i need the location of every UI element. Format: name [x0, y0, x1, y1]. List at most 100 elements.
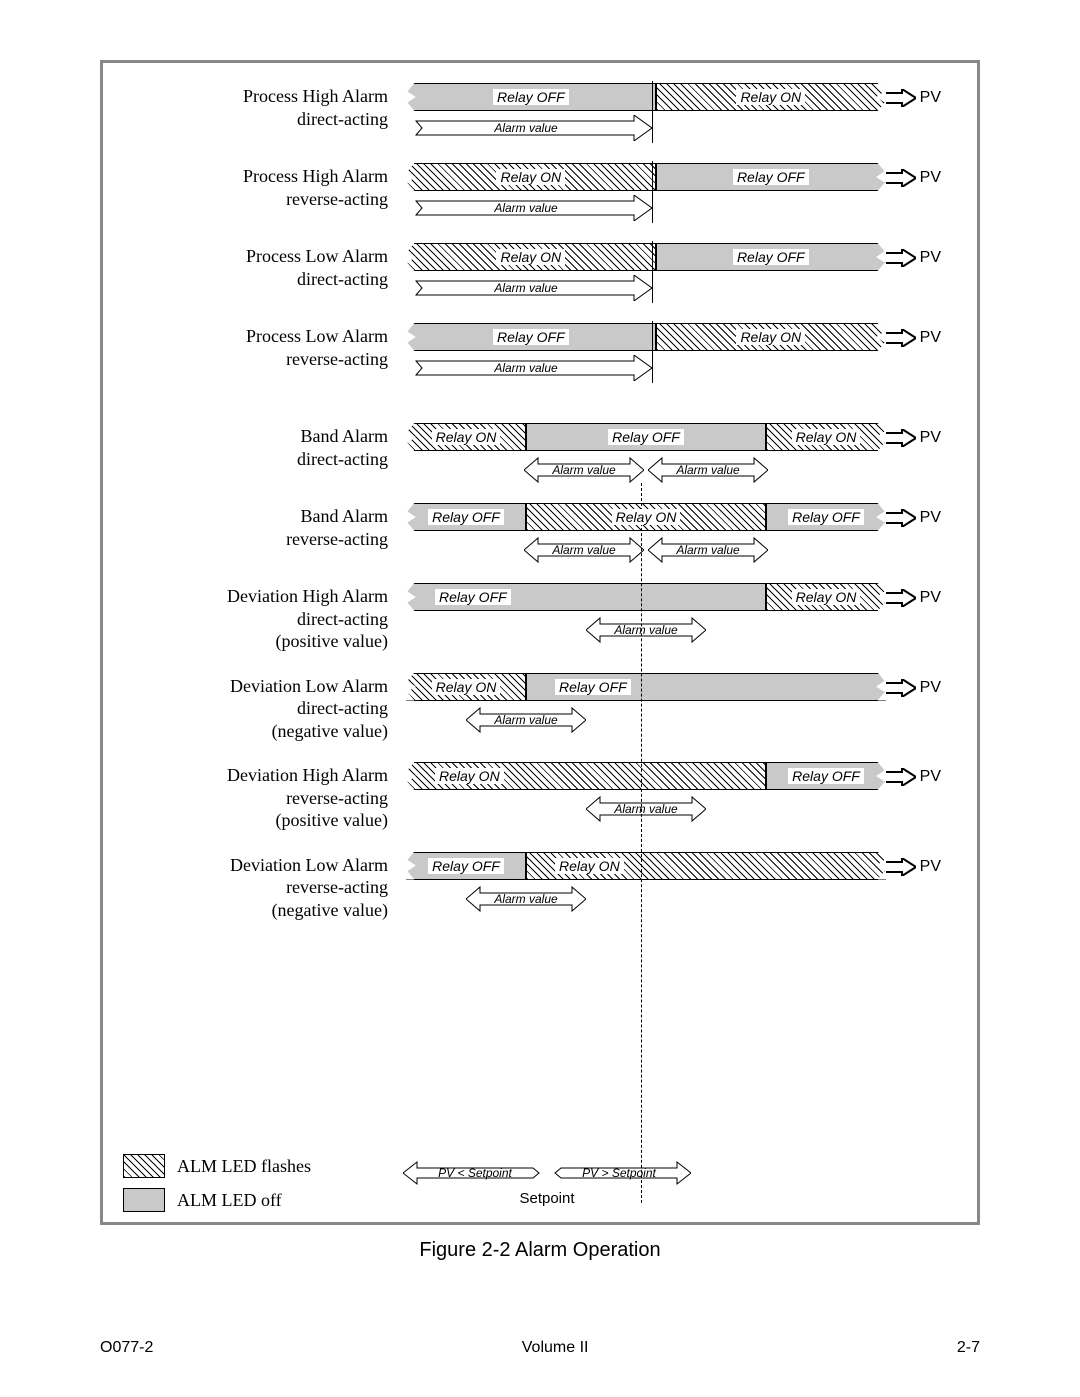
svg-text:Alarm value: Alarm value — [551, 463, 616, 477]
row-label: Process Low Alarmdirect-acting — [128, 243, 406, 290]
segment-label: Relay ON — [435, 768, 504, 784]
segment-label: Relay ON — [432, 679, 501, 695]
alarm-value-row: Alarm value — [406, 195, 886, 223]
pv-gt-arrow-icon: PV > Setpoint — [551, 1160, 691, 1186]
relay-off-segment: Relay OFF — [406, 583, 766, 611]
row-diagram: Relay OFFRelay ONPV Alarm value — [406, 583, 886, 643]
segment-label: Relay OFF — [608, 429, 684, 445]
legend-off: ALM LED off — [123, 1188, 311, 1212]
pv-arrow: PV — [884, 589, 941, 607]
row-label: Deviation High Alarmreverse-acting(posit… — [128, 762, 406, 832]
relay-off-segment: Relay OFF — [526, 423, 766, 451]
pv-lt-arrow-icon: PV < Setpoint — [403, 1160, 543, 1186]
segment-label: Relay OFF — [788, 768, 864, 784]
relay-bar: Relay ON Relay OFF — [406, 243, 886, 271]
figure-caption: Figure 2-2 Alarm Operation — [100, 1239, 980, 1262]
row-diagram: Relay OFFRelay ONPV Alarm value — [406, 852, 886, 912]
row-diagram: Relay ONRelay OFFPV Alarm value — [406, 163, 886, 223]
relay-bar: Relay OFF Relay ON Relay OFF — [406, 503, 886, 531]
row-label: Band Alarmreverse-acting — [128, 503, 406, 550]
relay-off-segment: Relay OFF — [656, 243, 886, 271]
alarm-arrow-icon: Alarm value — [412, 275, 652, 301]
alarm-row-dla_da: Deviation Low Alarmdirect-acting(negativ… — [128, 673, 952, 743]
setpoint-vline — [641, 483, 642, 1203]
svg-text:Alarm value: Alarm value — [493, 201, 558, 215]
segment-label: Relay ON — [496, 249, 565, 265]
relay-off-segment: Relay OFF — [656, 163, 886, 191]
alarm-value-row: Alarm value — [406, 615, 886, 643]
relay-bar: Relay ON Relay OFF Relay ON — [406, 423, 886, 451]
segment-label: Relay ON — [432, 429, 501, 445]
relay-on-segment: Relay ON — [766, 423, 886, 451]
relay-bar: Relay OFF Relay ON — [406, 83, 886, 111]
svg-text:Alarm value: Alarm value — [493, 121, 558, 135]
alarm-arrow-icon: Alarm value — [412, 115, 652, 141]
relay-on-segment: Relay ON — [406, 673, 526, 701]
segment-label: Relay ON — [496, 169, 565, 185]
relay-on-segment: Relay ON — [766, 583, 886, 611]
segment-label: Relay ON — [555, 858, 624, 874]
relay-on-segment: Relay ON — [526, 852, 886, 880]
alarm-double-arrow-icon: Alarm value — [466, 705, 586, 735]
alarm-row-pha_da: Process High Alarmdirect-actingRelay OFF… — [128, 83, 952, 143]
alarm-double-arrow-icon: Alarm value — [586, 794, 706, 824]
pv-arrow: PV — [884, 329, 941, 347]
setpoint-arrows: PV < Setpoint PV > Setpoint — [403, 1160, 691, 1186]
svg-text:Alarm value: Alarm value — [493, 713, 558, 727]
legend: ALM LED flashes ALM LED off — [123, 1154, 311, 1212]
pv-arrow: PV — [884, 679, 941, 697]
svg-text:Alarm value: Alarm value — [613, 802, 678, 816]
segment-label: Relay OFF — [428, 509, 504, 525]
svg-text:Alarm value: Alarm value — [493, 892, 558, 906]
legend-flashes-label: ALM LED flashes — [177, 1156, 311, 1177]
footer-left: O077-2 — [100, 1339, 153, 1357]
pv-arrow: PV — [884, 768, 941, 786]
relay-off-segment: Relay OFF — [766, 503, 886, 531]
segment-label: Relay OFF — [493, 89, 569, 105]
alarm-arrow-icon: Alarm value — [412, 195, 652, 221]
alarm-double-arrow-icon: Alarm value — [524, 535, 644, 565]
relay-on-segment: Relay ON — [406, 762, 766, 790]
segment-label: Relay OFF — [428, 858, 504, 874]
relay-bar: Relay ON Relay OFF — [406, 673, 886, 701]
alarm-row-pha_ra: Process High Alarmreverse-actingRelay ON… — [128, 163, 952, 223]
relay-on-segment: Relay ON — [406, 163, 656, 191]
alarm-arrow-icon: Alarm value — [412, 355, 652, 381]
alarm-value-row: Alarm value — [406, 705, 886, 733]
segment-label: Relay ON — [736, 89, 805, 105]
relay-off-segment: Relay OFF — [406, 323, 656, 351]
svg-text:Alarm value: Alarm value — [613, 623, 678, 637]
relay-off-segment: Relay OFF — [526, 673, 886, 701]
row-diagram: Relay ONRelay OFFPV Alarm value — [406, 673, 886, 733]
row-label: Process High Alarmreverse-acting — [128, 163, 406, 210]
relay-bar: Relay ON Relay OFF — [406, 163, 886, 191]
alarm-value-row: Alarm value — [406, 355, 886, 383]
row-label: Process High Alarmdirect-acting — [128, 83, 406, 130]
legend-off-label: ALM LED off — [177, 1190, 282, 1211]
pv-arrow: PV — [884, 429, 941, 447]
alarm-row-ba_da: Band Alarmdirect-actingRelay ONRelay OFF… — [128, 423, 952, 483]
legend-flashes: ALM LED flashes — [123, 1154, 311, 1178]
pv-arrow: PV — [884, 509, 941, 527]
relay-off-segment: Relay OFF — [766, 762, 886, 790]
relay-on-segment: Relay ON — [406, 243, 656, 271]
page-footer: O077-2 Volume II 2-7 — [100, 1339, 980, 1357]
alarm-row-pla_da: Process Low Alarmdirect-actingRelay ONRe… — [128, 243, 952, 303]
hatched-swatch — [123, 1154, 165, 1178]
alarm-double-arrow-icon: Alarm value — [466, 884, 586, 914]
alarm-value-row: Alarm value — [406, 794, 886, 822]
segment-label: Relay OFF — [733, 249, 809, 265]
alarm-row-ba_ra: Band Alarmreverse-actingRelay OFFRelay O… — [128, 503, 952, 563]
segment-label: Relay OFF — [435, 589, 511, 605]
segment-label: Relay ON — [612, 509, 681, 525]
page: Process High Alarmdirect-actingRelay OFF… — [0, 0, 1080, 1397]
segment-label: Relay ON — [792, 589, 861, 605]
alarm-double-arrow-icon: Alarm value — [648, 535, 768, 565]
segment-label: Relay ON — [736, 329, 805, 345]
alarm-row-dha_ra: Deviation High Alarmreverse-acting(posit… — [128, 762, 952, 832]
relay-off-segment: Relay OFF — [406, 83, 656, 111]
alarm-double-arrow-icon: Alarm value — [524, 455, 644, 485]
relay-bar: Relay OFF Relay ON — [406, 583, 886, 611]
relay-on-segment: Relay ON — [656, 83, 886, 111]
relay-on-segment: Relay ON — [526, 503, 766, 531]
